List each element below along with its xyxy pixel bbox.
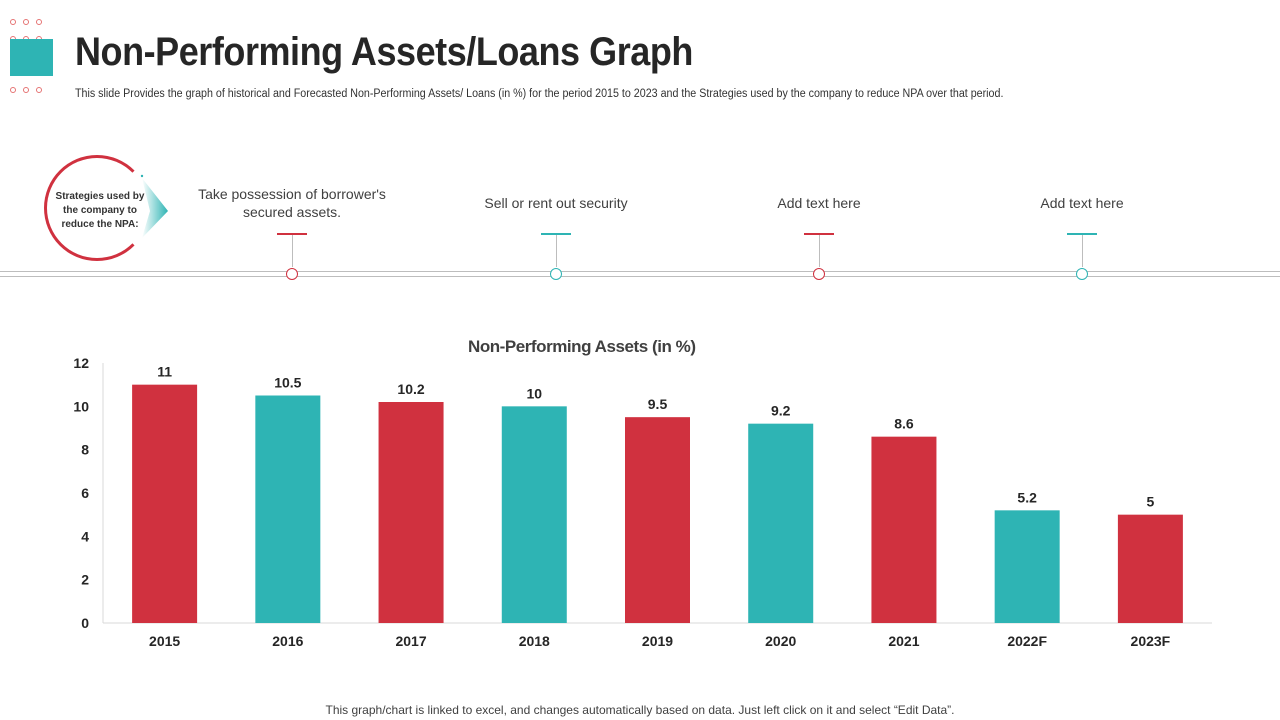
bar xyxy=(501,406,567,623)
x-tick-label: 2016 xyxy=(272,633,303,649)
bar xyxy=(748,423,814,623)
data-label: 10.2 xyxy=(397,381,424,397)
strategy-step-node xyxy=(813,268,825,280)
page-title: Non-Performing Assets/Loans Graph xyxy=(75,30,693,74)
strategy-step-tick xyxy=(804,233,834,235)
page-subtitle: This slide Provides the graph of histori… xyxy=(75,88,1004,100)
bar xyxy=(132,384,198,623)
bar xyxy=(378,402,444,623)
timeline-line-top xyxy=(0,271,1280,272)
data-label: 5.2 xyxy=(1017,489,1037,505)
x-tick-label: 2022F xyxy=(1007,633,1047,649)
y-tick-label: 12 xyxy=(73,355,89,371)
data-label: 10.5 xyxy=(274,375,301,391)
strategy-step-label: Sell or rent out security xyxy=(484,195,628,211)
x-tick-label: 2021 xyxy=(888,633,919,649)
decorative-teal-block xyxy=(10,39,53,76)
data-label: 11 xyxy=(157,364,172,380)
decorative-dot xyxy=(36,87,42,93)
strategy-step-label: Take possession of borrower's secured as… xyxy=(198,186,386,220)
bar xyxy=(1117,514,1183,623)
x-tick-label: 2015 xyxy=(149,633,180,649)
bar xyxy=(871,436,937,623)
decorative-dot xyxy=(23,19,29,25)
decorative-dot xyxy=(36,19,42,25)
y-tick-label: 8 xyxy=(81,442,89,458)
footnote: This graph/chart is linked to excel, and… xyxy=(325,703,955,717)
strategy-step-stem xyxy=(1082,235,1083,267)
data-label: 5 xyxy=(1146,494,1154,510)
data-label: 9.2 xyxy=(771,403,791,419)
strategy-step-node xyxy=(286,268,298,280)
y-tick-label: 2 xyxy=(81,572,89,588)
npa-bar-chart: Non-Performing Assets (in %) 0 2 4 6 8 10 12 11 2… xyxy=(73,337,1212,649)
strategy-step-tick xyxy=(277,233,307,235)
bar xyxy=(625,417,690,623)
strategy-step-node xyxy=(1076,268,1088,280)
strategy-arrow-icon xyxy=(140,174,168,238)
x-tick-label: 2017 xyxy=(395,633,426,649)
strategy-step-stem xyxy=(556,235,557,267)
bar xyxy=(994,510,1060,623)
strategy-step-tick xyxy=(541,233,571,235)
y-tick-label: 10 xyxy=(73,398,89,414)
decorative-dot xyxy=(10,87,16,93)
data-label: 10 xyxy=(526,385,542,401)
x-tick-label: 2019 xyxy=(642,633,673,649)
x-tick-label: 2020 xyxy=(765,633,796,649)
y-tick-label: 4 xyxy=(81,528,89,544)
strategy-step-tick xyxy=(1067,233,1097,235)
timeline-line-bottom xyxy=(0,276,1280,277)
strategy-step-node xyxy=(550,268,562,280)
data-label: 8.6 xyxy=(894,416,914,432)
data-label: 9.5 xyxy=(648,396,668,412)
decorative-dot xyxy=(23,87,29,93)
strategy-circle xyxy=(44,155,150,261)
chart-title: Non-Performing Assets (in %) xyxy=(468,337,696,356)
strategy-step-label: Add text here xyxy=(1040,195,1124,211)
x-tick-label: 2023F xyxy=(1131,633,1171,649)
bar xyxy=(255,395,321,623)
y-tick-label: 6 xyxy=(81,485,89,501)
strategy-step-label: Add text here xyxy=(777,195,861,211)
strategy-step-stem xyxy=(819,235,820,267)
strategy-step-stem xyxy=(292,235,293,267)
strategy-label: Strategies used by the company to reduce… xyxy=(55,191,145,230)
x-tick-label: 2018 xyxy=(519,633,550,649)
decorative-dot xyxy=(10,19,16,25)
y-tick-label: 0 xyxy=(81,615,89,631)
